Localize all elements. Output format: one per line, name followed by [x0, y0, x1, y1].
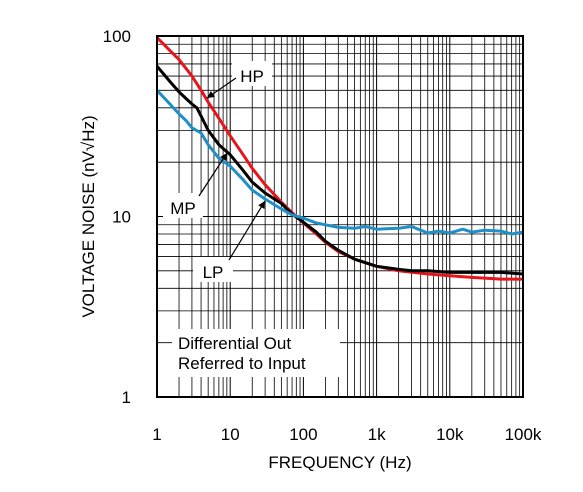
- series-labels: HP MP LP: [163, 61, 272, 282]
- series-label-leader: [198, 152, 228, 197]
- x-tick-label: 100k: [505, 425, 542, 444]
- series-label-arrow: [207, 90, 215, 98]
- series-label-arrow: [220, 153, 227, 161]
- series-lines: [155, 36, 524, 281]
- tick-labels: 1 10 100 1k 10k 100k 1 10 100: [103, 27, 542, 444]
- series-label-leader: [228, 200, 266, 261]
- x-tick-label: 1k: [368, 425, 386, 444]
- annotation-bg: [172, 329, 340, 377]
- annotation-line: Differential Out: [178, 334, 291, 353]
- y-tick-label: 10: [112, 208, 131, 227]
- series-label-mp: MP: [170, 199, 196, 218]
- x-tick-label: 10: [221, 425, 240, 444]
- annotation-line: Referred to Input: [178, 354, 306, 373]
- x-tick-label: 100: [289, 425, 317, 444]
- y-tick-label: 1: [122, 388, 131, 407]
- series-label-bg: [232, 61, 272, 86]
- series-label-lp: LP: [203, 263, 224, 282]
- plot-frame: [156, 35, 524, 398]
- x-axis-label: FREQUENCY (Hz): [268, 453, 411, 472]
- y-tick-label: 100: [103, 27, 131, 46]
- series-label-bg: [163, 193, 203, 218]
- series-label-hp: HP: [240, 67, 264, 86]
- series-line-mp: [155, 65, 524, 276]
- series-label-arrow: [258, 201, 265, 209]
- series-label-bg: [193, 257, 233, 282]
- y-axis-label: VOLTAGE NOISE (nV√Hz): [79, 115, 98, 317]
- x-tick-label: 1: [152, 425, 161, 444]
- x-tick-label: 10k: [436, 425, 464, 444]
- series-line-lp: [155, 89, 524, 236]
